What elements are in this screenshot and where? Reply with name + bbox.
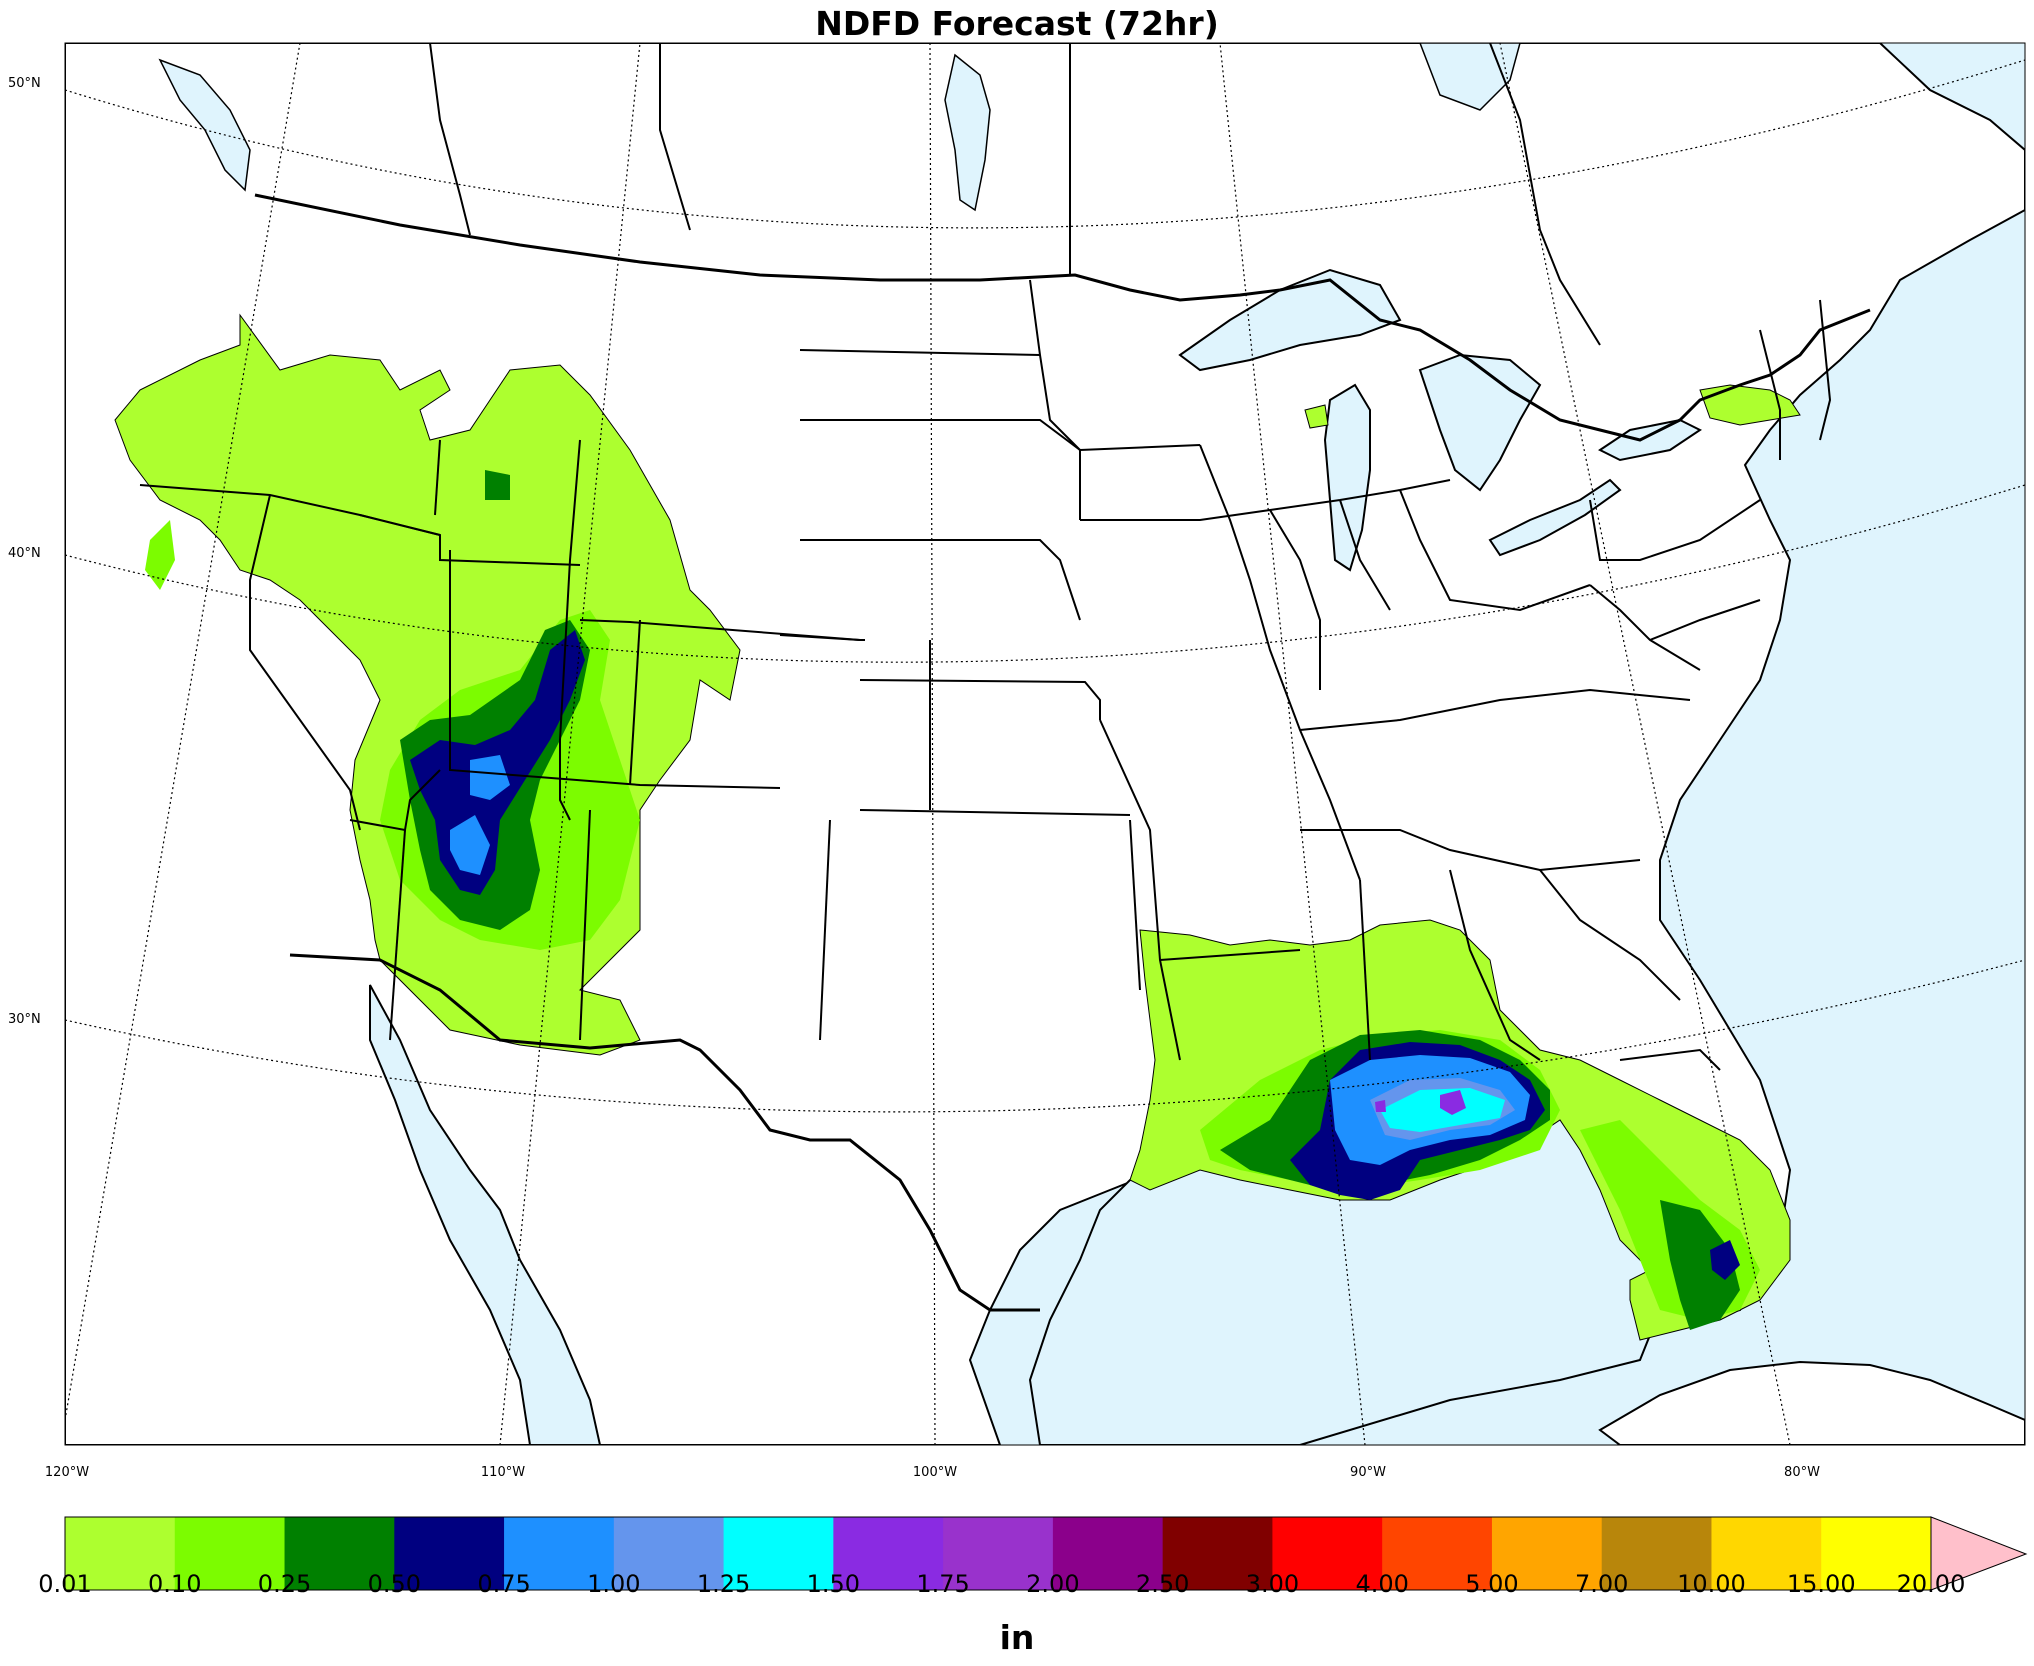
lon-label-120: 120°W <box>44 1465 90 1480</box>
lat-label-40: 40°N <box>8 546 41 561</box>
precip-gulf-1.50 <box>1375 1090 1466 1115</box>
colorbar-tick-label: 2.00 <box>1026 1570 1080 1598</box>
colorbar-tick-label: 7.00 <box>1574 1570 1629 1598</box>
precip-west-0.75 <box>450 755 510 875</box>
lake-ontario <box>1598 418 1702 462</box>
colorbar-tick-label: 0.50 <box>367 1570 421 1598</box>
lake-winnipeg <box>944 53 991 212</box>
colorbar-tick-label: 1.50 <box>806 1570 861 1598</box>
lon-label-110: 110°W <box>480 1465 526 1480</box>
graticule <box>65 43 2025 1445</box>
lon-label-90: 90°W <box>1350 1465 1386 1480</box>
cuba-island <box>1598 1360 2025 1445</box>
gulf-of-california <box>369 984 602 1445</box>
lat-label-30: 30°N <box>8 1012 41 1027</box>
lon-label-100: 100°W <box>912 1465 958 1480</box>
colorbar-tick-label: 0.10 <box>148 1570 202 1598</box>
precip-northeast-0.01 <box>1699 384 1801 426</box>
colorbar-tick-label: 2.50 <box>1135 1570 1190 1598</box>
colorbar-tick-label: 0.75 <box>477 1570 531 1598</box>
lake-erie <box>1488 478 1622 557</box>
colorbar-tick-label: 10.00 <box>1677 1570 1746 1598</box>
pacific-coast-sound <box>158 58 251 192</box>
colorbar-tick-label: 0.25 <box>257 1570 312 1598</box>
map-frame <box>64 42 2026 1446</box>
lat-label-50: 50°N <box>8 76 41 91</box>
lon-label-80: 80°W <box>1784 1465 1820 1480</box>
borders <box>139 43 1871 1312</box>
lake-superior <box>1178 268 1402 372</box>
us-canada-border <box>254 193 1871 442</box>
colorbar-tick-label: 4.00 <box>1355 1570 1409 1598</box>
colorbar-tick-label: 15.00 <box>1786 1570 1856 1598</box>
precip-michigan-0.01 <box>1304 404 1329 429</box>
colorbar-tick-label: 0.01 <box>38 1570 92 1598</box>
precip-gulf-1.25 <box>1380 1088 1505 1132</box>
colorbar-tick-label: 20.00 <box>1896 1570 1966 1598</box>
colorbar-tick-label: 1.25 <box>696 1570 751 1598</box>
hudson-bay <box>1419 43 1521 111</box>
colorbar-tick-label: 5.00 <box>1465 1570 1519 1598</box>
colorbar-tick-label: 1.00 <box>587 1570 641 1598</box>
colorbar-tick-label: 3.00 <box>1245 1570 1300 1598</box>
colorbar-tick-label: 1.75 <box>916 1570 970 1598</box>
colorbar-unit-label: in <box>999 1618 1035 1657</box>
us-mexico-border <box>289 953 1040 1312</box>
map-title: NDFD Forecast (72hr) <box>815 4 1219 43</box>
